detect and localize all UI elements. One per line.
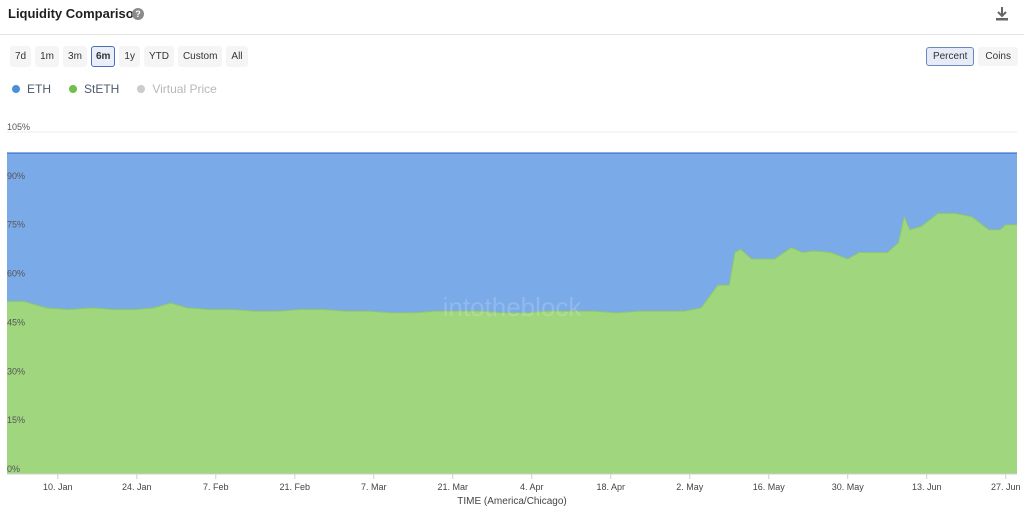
- x-axis-title: TIME (America/Chicago): [457, 496, 566, 507]
- unit-mode-selector: Percent Coins: [925, 47, 1018, 66]
- range-button-ytd[interactable]: YTD: [143, 46, 174, 67]
- legend-dot-steth: [69, 85, 77, 93]
- y-tick-label: 75%: [7, 220, 25, 230]
- legend-dot-eth: [12, 85, 20, 93]
- range-button-1m[interactable]: 1m: [35, 46, 60, 67]
- x-tick-label: 18. Apr: [596, 482, 625, 492]
- x-tick-label: 24. Jan: [122, 482, 152, 492]
- range-button-7d[interactable]: 7d: [10, 46, 32, 67]
- x-tick-label: 7. Feb: [203, 482, 229, 492]
- mode-button-coins[interactable]: Coins: [978, 47, 1018, 66]
- legend-item-steth[interactable]: StETH: [69, 82, 119, 96]
- y-tick-label: 45%: [7, 317, 25, 327]
- watermark-text: intotheblock: [443, 292, 583, 322]
- legend-dot-virtual-price: [137, 85, 146, 93]
- x-tick-label: 16. May: [753, 482, 786, 492]
- range-button-3m[interactable]: 3m: [63, 46, 87, 67]
- chart-legend: ETH StETH Virtual Price: [12, 82, 217, 96]
- x-tick-label: 21. Feb: [279, 482, 310, 492]
- x-tick-label: 30. May: [832, 482, 865, 492]
- y-tick-label: 90%: [7, 171, 25, 181]
- y-tick-label: 15%: [7, 415, 25, 425]
- legend-label-steth: StETH: [84, 82, 120, 96]
- legend-item-eth[interactable]: ETH: [12, 82, 51, 96]
- range-button-1y[interactable]: 1y: [119, 46, 140, 67]
- mode-button-percent[interactable]: Percent: [925, 47, 975, 66]
- range-button-custom[interactable]: Custom: [177, 46, 223, 67]
- question-circle-icon[interactable]: ?: [132, 8, 144, 20]
- series-area-steth: [7, 213, 1017, 474]
- y-tick-label: 105%: [7, 122, 30, 132]
- y-tick-label: 0%: [7, 464, 20, 474]
- panel-title: Liquidity Comparison: [8, 6, 142, 21]
- panel-header: Liquidity Comparison ?: [0, 0, 1024, 35]
- y-tick-label: 30%: [7, 366, 25, 376]
- y-tick-label: 60%: [7, 269, 25, 279]
- range-button-6m[interactable]: 6m: [90, 46, 116, 67]
- legend-label-virtual-price: Virtual Price: [152, 82, 217, 96]
- x-tick-label: 13. Jun: [912, 482, 942, 492]
- x-tick-label: 27. Jun: [991, 482, 1021, 492]
- x-tick-label: 2. May: [676, 482, 704, 492]
- x-tick-label: 10. Jan: [43, 482, 73, 492]
- x-tick-label: 21. Mar: [437, 482, 468, 492]
- liquidity-area-chart: intotheblock 0% 15% 30% 45% 60% 75% 90% 105% 10. …: [7, 122, 1021, 507]
- x-tick-label: 7. Mar: [361, 482, 387, 492]
- time-range-selector: 7d 1m 3m 6m 1y YTD Custom All: [10, 46, 248, 67]
- series-line-steth: [7, 212, 1017, 314]
- range-button-all[interactable]: All: [226, 46, 248, 67]
- legend-label-eth: ETH: [27, 82, 51, 96]
- x-tick-label: 4. Apr: [520, 482, 544, 492]
- download-icon[interactable]: [994, 6, 1010, 22]
- legend-item-virtual-price[interactable]: Virtual Price: [137, 82, 217, 96]
